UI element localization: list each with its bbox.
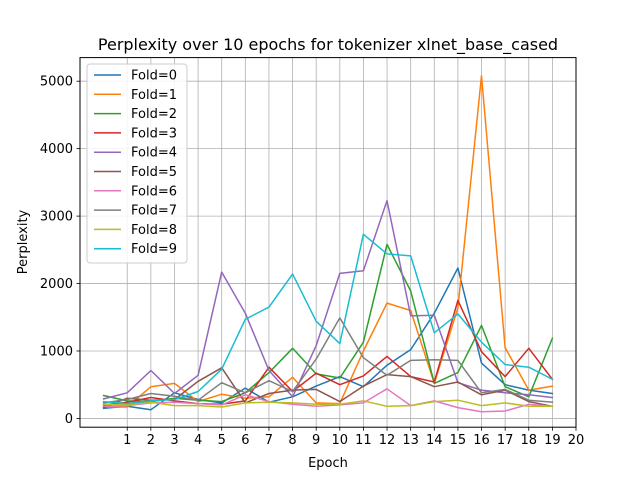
- legend-label: Fold=6: [131, 184, 177, 199]
- x-tick-label: 3: [170, 433, 178, 448]
- x-tick-label: 16: [473, 433, 490, 448]
- legend-label: Fold=2: [131, 107, 177, 122]
- x-tick-label: 14: [426, 433, 443, 448]
- x-tick-label: 1: [123, 433, 131, 448]
- legend-label: Fold=5: [131, 165, 177, 180]
- legend-label: Fold=4: [131, 146, 177, 161]
- x-tick-label: 5: [218, 433, 226, 448]
- series-lines: [102, 75, 554, 413]
- series-line-fold-1: [102, 75, 554, 408]
- series-line-fold-3: [102, 299, 554, 406]
- series-line-fold-7: [102, 317, 554, 404]
- legend-label: Fold=8: [131, 223, 177, 238]
- series-line-fold-8: [102, 399, 554, 408]
- x-tick-label: 17: [497, 433, 514, 448]
- legend-label: Fold=3: [131, 126, 177, 141]
- y-tick-label: 4000: [40, 142, 73, 157]
- legend-label: Fold=1: [131, 88, 177, 103]
- series-line-fold-9: [102, 233, 554, 405]
- legend-label: Fold=9: [131, 242, 177, 257]
- x-tick-label: 18: [520, 433, 537, 448]
- x-tick-label: 9: [312, 433, 320, 448]
- x-tick-label: 13: [402, 433, 419, 448]
- x-tick-label: 15: [450, 433, 467, 448]
- chart-title: Perplexity over 10 epochs for tokenizer …: [98, 35, 558, 55]
- x-tick-label: 2: [147, 433, 155, 448]
- plot-frame: [79, 57, 577, 428]
- axis-ticks: 1 2 3 4 5 6 7 8 9 10 11 12 13 14 15 16 17 18 19 20010002000…: [40, 75, 584, 448]
- legend-label: Fold=7: [131, 204, 177, 219]
- x-tick-label: 10: [332, 433, 349, 448]
- y-tick-label: 1000: [40, 344, 73, 359]
- series-line-fold-4: [102, 199, 554, 400]
- legend-label: Fold=0: [131, 69, 177, 84]
- x-tick-label: 19: [544, 433, 561, 448]
- legend: Fold=0 Fold=1 Fold=2 Fold=3 Fold=4 Fold=5 Fold…: [86, 63, 188, 264]
- x-tick-label: 12: [379, 433, 396, 448]
- x-axis-label: Epoch: [308, 456, 348, 471]
- series-line-fold-6: [102, 388, 554, 413]
- y-tick-label: 0: [65, 412, 73, 427]
- x-tick-label: 20: [568, 433, 585, 448]
- y-tick-label: 5000: [40, 75, 73, 90]
- y-axis-label: Perplexity: [16, 209, 31, 274]
- x-tick-label: 7: [265, 433, 273, 448]
- x-tick-label: 11: [355, 433, 372, 448]
- x-tick-label: 4: [194, 433, 202, 448]
- x-tick-label: 6: [241, 433, 249, 448]
- x-tick-label: 8: [288, 433, 296, 448]
- series-line-fold-0: [102, 267, 554, 411]
- y-tick-label: 2000: [40, 277, 73, 292]
- y-tick-label: 3000: [40, 210, 73, 225]
